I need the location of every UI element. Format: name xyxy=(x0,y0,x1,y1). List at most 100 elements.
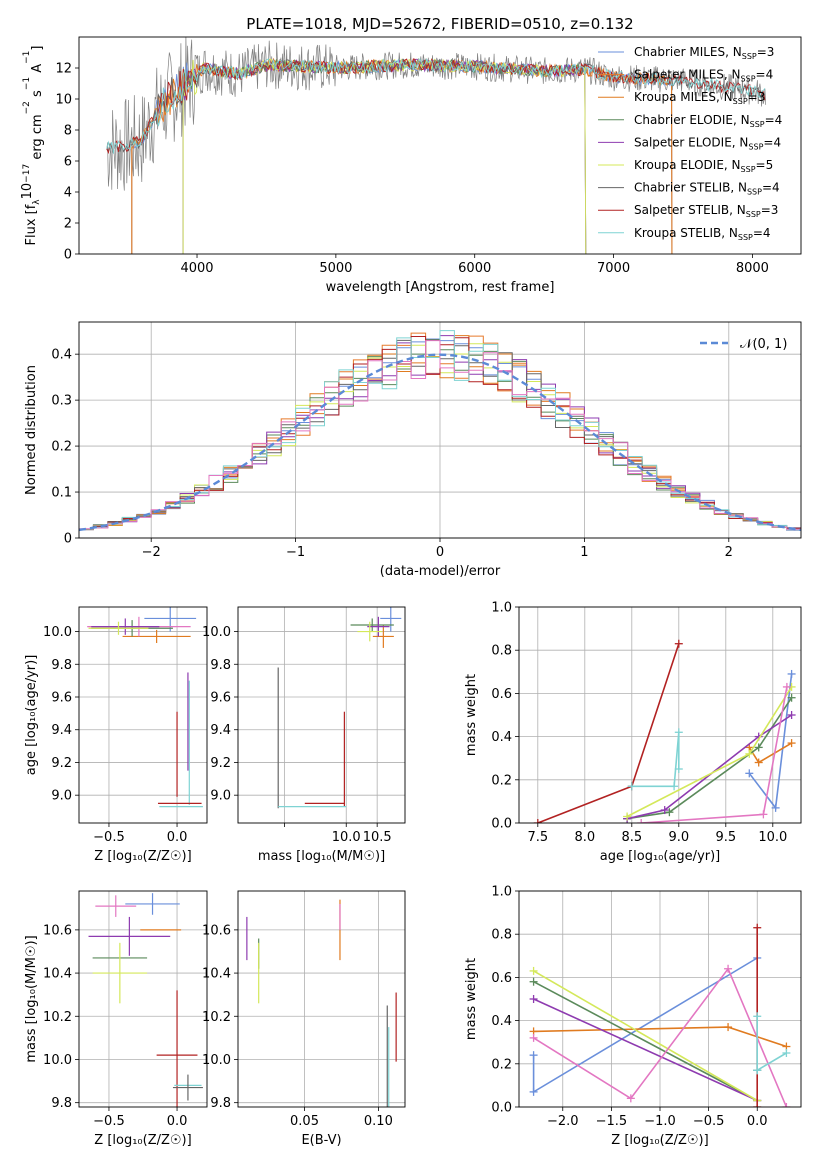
weight-vs-Z-plot-area xyxy=(529,923,791,1107)
legend-entry: Salpeter STELIB, NSSP=3 xyxy=(634,203,778,219)
weight-marker xyxy=(529,1051,538,1060)
weight-marker xyxy=(771,803,780,812)
x-tick-label: −1.5 xyxy=(596,1114,628,1129)
weight-marker xyxy=(529,966,538,975)
model-spectrum-kroupa-stelib xyxy=(106,57,766,154)
legend-entry: Kroupa STELIB, NSSP=4 xyxy=(634,226,771,242)
y-tick-label: 10.2 xyxy=(43,1010,72,1025)
y-axis-label: mass [log₁₀(M/M☉)] xyxy=(24,935,39,1062)
spectrum-plot-area xyxy=(106,37,767,254)
y-tick-label: 0 xyxy=(64,248,72,263)
figure-title: PLATE=1018, MJD=52672, FIBERID=0510, z=0… xyxy=(246,15,633,33)
y-tick-label: 10.0 xyxy=(202,1053,231,1068)
mass-vs-ebv-panel: 0.05 0.10 9.8 10.0 10.2 10.4 10.6 E(B-V) xyxy=(202,890,406,1148)
y-tick-label: 4 xyxy=(64,186,72,201)
y-axis-label: age [log₁₀(age/yr)] xyxy=(24,655,39,776)
y-tick-label: 12 xyxy=(55,62,72,77)
x-tick-label: 10.5 xyxy=(363,830,392,845)
weight-marker xyxy=(623,812,632,821)
errorbar-point xyxy=(91,618,160,635)
x-tick-label: 2 xyxy=(725,545,733,560)
age-vs-Z-plot-area xyxy=(87,607,203,808)
y-tick-label: 0.6 xyxy=(491,687,512,702)
y-tick-label: 10.0 xyxy=(43,1053,72,1068)
x-axis-label: Z [log₁₀(Z/Z☉)] xyxy=(94,849,191,864)
y-tick-label: 9.8 xyxy=(51,1096,72,1111)
x-tick-label: −1 xyxy=(286,545,305,560)
x-tick-label: −1.0 xyxy=(644,1114,676,1129)
spectrum-legend: Chabrier MILES, NSSP=3 Salpeter MILES, NS… xyxy=(598,45,782,242)
axes-frame xyxy=(78,36,802,255)
weight-marker xyxy=(674,765,683,773)
x-tick-label: 10.0 xyxy=(758,830,787,845)
weight-marker xyxy=(529,977,538,986)
y-tick-label: 9.6 xyxy=(51,691,72,706)
y-tick-label: 9.6 xyxy=(210,691,231,706)
x-tick-label: 7.5 xyxy=(527,830,548,845)
errorbar-point xyxy=(380,607,402,632)
legend-entry: Chabrier ELODIE, NSSP=4 xyxy=(634,113,782,129)
y-tick-label: 0.4 xyxy=(51,348,72,363)
errorbar-point xyxy=(367,616,390,637)
weight-marker xyxy=(533,819,542,823)
errorbar-point xyxy=(95,895,137,917)
axes-frame xyxy=(518,606,802,824)
x-tick-label: 0.05 xyxy=(290,1114,319,1129)
weight-marker xyxy=(753,1066,762,1075)
y-axis-label: Normed distribution xyxy=(24,365,39,495)
x-tick-label: 9.0 xyxy=(668,830,689,845)
mass-vs-ebv-plot-area xyxy=(246,899,397,1107)
weight-marker xyxy=(627,782,636,791)
y-tick-label: 0.2 xyxy=(51,440,72,455)
errorbar-point xyxy=(122,629,191,643)
axes-frame xyxy=(237,606,406,824)
axes-frame xyxy=(78,606,208,824)
weight-marker xyxy=(674,728,683,737)
legend-entry: Chabrier STELIB, NSSP=4 xyxy=(634,181,780,197)
legend-entry: 𝒩(0, 1) xyxy=(740,337,787,352)
weight-series-line xyxy=(533,970,758,1102)
y-tick-label: 0.6 xyxy=(491,971,512,986)
y-tick-label: 10.0 xyxy=(43,625,72,640)
weight-marker xyxy=(753,923,762,932)
errorbar-point xyxy=(156,990,198,1107)
y-tick-label: 10.4 xyxy=(202,967,231,982)
axes-frame xyxy=(518,890,802,1108)
x-tick-label: −2 xyxy=(142,545,161,560)
x-tick-label: −0.5 xyxy=(93,830,125,845)
weight-marker xyxy=(665,808,674,817)
errorbar-point xyxy=(350,618,394,632)
y-tick-label: 6 xyxy=(64,155,72,170)
x-axis-label: wavelength [Angstrom, rest frame] xyxy=(326,280,555,295)
x-tick-label: 9.5 xyxy=(715,830,736,845)
x-tick-label: 0.10 xyxy=(364,1114,393,1129)
axes-frame xyxy=(237,890,406,1108)
y-tick-label: 9.2 xyxy=(51,756,72,771)
x-axis-label: E(B-V) xyxy=(301,1133,341,1148)
errorbar-point xyxy=(172,1074,203,1101)
errorbar-point xyxy=(88,621,149,635)
weight-marker xyxy=(724,964,733,973)
weight-marker xyxy=(753,1012,762,1021)
residuals-panel: −2 −1 0 1 2 0 0.1 0.2 0.3 0.4 (data-model)/error No… xyxy=(24,321,802,579)
y-tick-label: 0.0 xyxy=(491,1101,512,1116)
y-tick-label: 10.6 xyxy=(202,923,231,938)
y-tick-label: 9.0 xyxy=(51,789,72,804)
y-tick-label: 10.6 xyxy=(43,923,72,938)
x-tick-label: 8.5 xyxy=(621,830,642,845)
y-axis-label: Flux [fλ10−17 erg cm−2 s−1 A−1] xyxy=(20,46,45,246)
weight-marker xyxy=(724,1023,733,1032)
weight-series-line xyxy=(626,697,793,820)
weight-series-line xyxy=(533,980,758,1102)
weight-marker xyxy=(529,1033,538,1042)
x-tick-label: 0 xyxy=(436,545,444,560)
errorbar-point xyxy=(125,893,180,915)
gaussian-curve xyxy=(79,353,801,532)
y-tick-label: 10 xyxy=(55,93,72,108)
weight-vs-age-panel: 7.5 8.0 8.5 9.0 9.5 10.0 0.0 0.2 0.4 0.6 0.8 1.0 age… xyxy=(464,601,802,864)
x-tick-label: 8.0 xyxy=(574,830,595,845)
y-tick-label: 0.1 xyxy=(51,486,72,501)
y-tick-label: 10.2 xyxy=(202,1010,231,1025)
